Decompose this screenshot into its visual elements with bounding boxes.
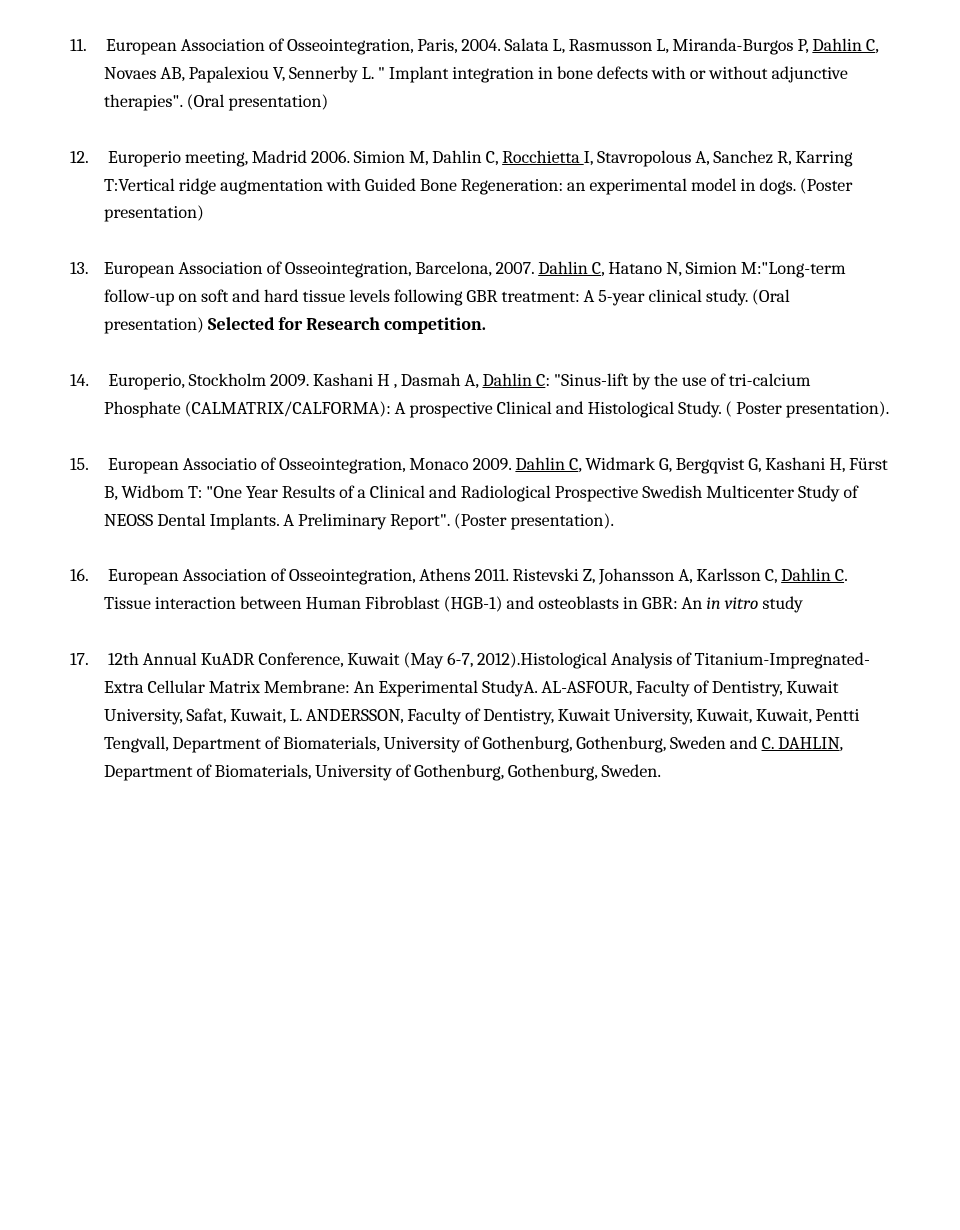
list-item: 15. European Associatio of Osseointegrat… bbox=[70, 451, 890, 535]
item-text: study bbox=[758, 593, 802, 614]
underlined-name: Dahlin C bbox=[812, 35, 875, 56]
list-item: 16. European Association of Osseointegra… bbox=[70, 562, 890, 618]
underlined-name: Dahlin C bbox=[482, 370, 545, 391]
item-text bbox=[93, 370, 109, 391]
item-number: 16. bbox=[70, 565, 88, 586]
list-item: 13. European Association of Osseointegra… bbox=[70, 255, 890, 339]
list-item: 12. Europerio meeting, Madrid 2006. Simi… bbox=[70, 144, 890, 228]
list-item: 17. 12th Annual KuADR Conference, Kuwait… bbox=[70, 646, 890, 785]
list-item: 14. Europerio, Stockholm 2009. Kashani H… bbox=[70, 367, 890, 423]
underlined-name: C. DAHLIN bbox=[762, 733, 840, 754]
item-number: 11. bbox=[70, 35, 86, 56]
item-text bbox=[92, 649, 108, 670]
item-number: 15. bbox=[70, 454, 88, 475]
item-text bbox=[90, 35, 106, 56]
item-text: European Associatio of Osseointegration,… bbox=[108, 454, 515, 475]
underlined-name: Dahlin C bbox=[538, 258, 601, 279]
item-text bbox=[92, 454, 108, 475]
bold-text: Selected for Research competition. bbox=[208, 314, 486, 335]
item-text: European Association of Osseointegration… bbox=[106, 35, 812, 56]
underlined-name: Dahlin C bbox=[515, 454, 578, 475]
item-text bbox=[92, 258, 104, 279]
item-text bbox=[92, 565, 108, 586]
list-item: 11. European Association of Osseointegra… bbox=[70, 32, 890, 116]
item-text: European Association of Osseointegration… bbox=[108, 565, 781, 586]
item-number: 12. bbox=[70, 147, 88, 168]
italic-text: in vitro bbox=[706, 593, 758, 614]
item-number: 13. bbox=[70, 258, 88, 279]
item-text: 12th Annual KuADR Conference, Kuwait (Ma… bbox=[104, 649, 870, 754]
item-text: European Association of Osseointegration… bbox=[104, 258, 538, 279]
item-text: Europerio meeting, Madrid 2006. Simion M… bbox=[108, 147, 502, 168]
item-number: 17. bbox=[70, 649, 88, 670]
underlined-name: Dahlin C bbox=[781, 565, 844, 586]
item-text bbox=[92, 147, 108, 168]
underlined-name: Rocchietta bbox=[502, 147, 584, 168]
item-number: 14. bbox=[70, 370, 89, 391]
item-text: Europerio, Stockholm 2009. Kashani H , D… bbox=[108, 370, 482, 391]
